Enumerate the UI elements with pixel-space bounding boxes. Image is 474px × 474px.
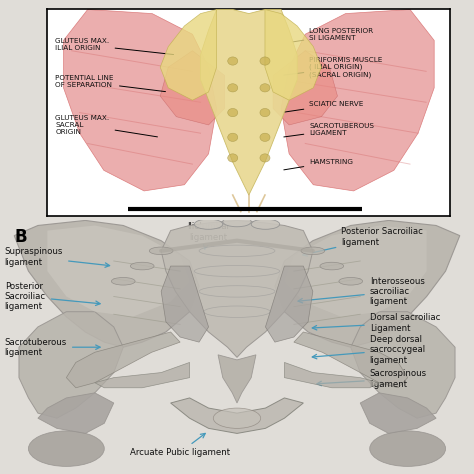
- Text: Sacrospinous
ligament: Sacrospinous ligament: [317, 369, 427, 389]
- Ellipse shape: [194, 219, 223, 229]
- Polygon shape: [275, 220, 460, 347]
- Ellipse shape: [228, 109, 238, 117]
- Text: Supraspinous
ligament: Supraspinous ligament: [5, 247, 109, 267]
- Ellipse shape: [260, 154, 270, 162]
- Text: GLUTEUS MAX.
SACRAL
ORIGIN: GLUTEUS MAX. SACRAL ORIGIN: [55, 115, 157, 137]
- Polygon shape: [14, 220, 199, 347]
- Ellipse shape: [223, 217, 251, 227]
- Polygon shape: [360, 393, 436, 433]
- Polygon shape: [218, 355, 256, 403]
- Polygon shape: [265, 9, 321, 100]
- Ellipse shape: [228, 84, 238, 92]
- Ellipse shape: [130, 262, 154, 270]
- Ellipse shape: [260, 84, 270, 92]
- Polygon shape: [160, 9, 217, 100]
- Polygon shape: [64, 9, 217, 191]
- Polygon shape: [281, 9, 434, 191]
- Polygon shape: [19, 312, 123, 418]
- Text: Posterior Sacroiliac
ligament: Posterior Sacroiliac ligament: [303, 227, 423, 256]
- Text: HAMSTRING: HAMSTRING: [284, 159, 353, 170]
- Polygon shape: [171, 398, 303, 433]
- Text: Iliolumbar
ligament: Iliolumbar ligament: [187, 222, 230, 249]
- Text: SCIATIC NERVE: SCIATIC NERVE: [284, 101, 364, 112]
- Text: GLUTEUS MAX.
ILIAL ORIGIN: GLUTEUS MAX. ILIAL ORIGIN: [55, 38, 173, 55]
- Text: Deep dorsal
sacroccygeal
ligament: Deep dorsal sacroccygeal ligament: [312, 335, 426, 365]
- Polygon shape: [284, 363, 379, 388]
- Polygon shape: [265, 266, 313, 342]
- Text: Interosseous
sacroiliac
ligament: Interosseous sacroiliac ligament: [298, 276, 425, 306]
- Text: POTENTIAL LINE
OF SEPARATION: POTENTIAL LINE OF SEPARATION: [55, 75, 165, 91]
- Text: Dorsal sacroiliac
Ligament: Dorsal sacroiliac Ligament: [312, 313, 440, 333]
- Text: PIRIFORMIS MUSCLE
( ILIAL ORIGIN)
(SACRAL ORIGIN): PIRIFORMIS MUSCLE ( ILIAL ORIGIN) (SACRA…: [284, 57, 383, 78]
- Text: Posterior
Sacroiliac
ligament: Posterior Sacroiliac ligament: [5, 282, 100, 311]
- Text: LONG POSTERIOR
SI LIGAMENT: LONG POSTERIOR SI LIGAMENT: [292, 27, 374, 42]
- Ellipse shape: [111, 277, 135, 285]
- Polygon shape: [95, 363, 190, 388]
- Polygon shape: [161, 220, 313, 357]
- Text: Arcuate Pubic ligament: Arcuate Pubic ligament: [130, 433, 230, 457]
- Text: Sacrotuberous
ligament: Sacrotuberous ligament: [5, 337, 100, 357]
- Ellipse shape: [301, 247, 325, 255]
- Polygon shape: [47, 226, 190, 317]
- Ellipse shape: [339, 277, 363, 285]
- Ellipse shape: [228, 154, 238, 162]
- Polygon shape: [294, 332, 408, 388]
- Polygon shape: [66, 332, 180, 388]
- Ellipse shape: [260, 57, 270, 65]
- Polygon shape: [273, 51, 337, 125]
- Polygon shape: [351, 312, 455, 418]
- Ellipse shape: [213, 408, 261, 428]
- Text: SACROTUBEROUS
LIGAMENT: SACROTUBEROUS LIGAMENT: [284, 123, 374, 137]
- Polygon shape: [38, 393, 114, 433]
- Ellipse shape: [260, 109, 270, 117]
- Ellipse shape: [228, 133, 238, 141]
- Polygon shape: [160, 51, 225, 125]
- Polygon shape: [201, 9, 297, 195]
- Polygon shape: [161, 266, 209, 342]
- Ellipse shape: [320, 262, 344, 270]
- Ellipse shape: [228, 57, 238, 65]
- Ellipse shape: [260, 133, 270, 141]
- Ellipse shape: [251, 219, 280, 229]
- Ellipse shape: [28, 431, 104, 466]
- Polygon shape: [284, 226, 427, 317]
- Ellipse shape: [370, 431, 446, 466]
- Text: B: B: [14, 228, 27, 246]
- Ellipse shape: [149, 247, 173, 255]
